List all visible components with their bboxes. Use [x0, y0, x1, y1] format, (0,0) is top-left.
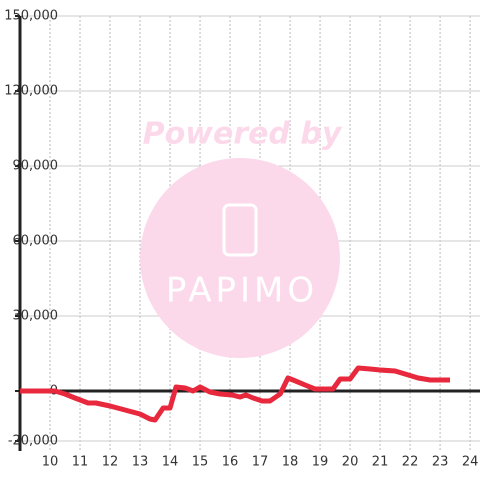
x-tick-label: 22 [402, 455, 419, 470]
y-tick-label: 150,000 [4, 9, 58, 24]
x-tick-label: 20 [342, 455, 359, 470]
x-tick-label: 14 [162, 455, 179, 470]
watermark-text: PAPIMO [166, 271, 318, 311]
x-tick-label: 24 [462, 455, 479, 470]
x-tick-label: 12 [102, 455, 119, 470]
x-tick-label: 16 [222, 455, 239, 470]
x-tick-label: 15 [192, 455, 209, 470]
y-tick-label: 30,000 [13, 309, 59, 324]
x-tick-label: 23 [432, 455, 449, 470]
x-tick-label: 21 [372, 455, 389, 470]
data-line [20, 365, 450, 423]
x-tick-label: 10 [42, 455, 59, 470]
x-tick-label: 17 [252, 455, 269, 470]
x-tick-label: 11 [72, 455, 89, 470]
watermark-text: Powered by [143, 117, 343, 152]
watermark-circle [140, 158, 340, 358]
watermark: Powered by PAPIMO [140, 117, 343, 358]
x-tick-label: 13 [132, 455, 149, 470]
x-tick-label: 19 [312, 455, 329, 470]
y-tick-label: 120,000 [4, 84, 58, 99]
x-tick-label: 18 [282, 455, 299, 470]
y-tick-label: 60,000 [13, 234, 59, 249]
y-tick-label: 90,000 [13, 159, 59, 174]
watermark-icon [222, 203, 258, 257]
y-tick-label: -20,000 [8, 434, 58, 449]
